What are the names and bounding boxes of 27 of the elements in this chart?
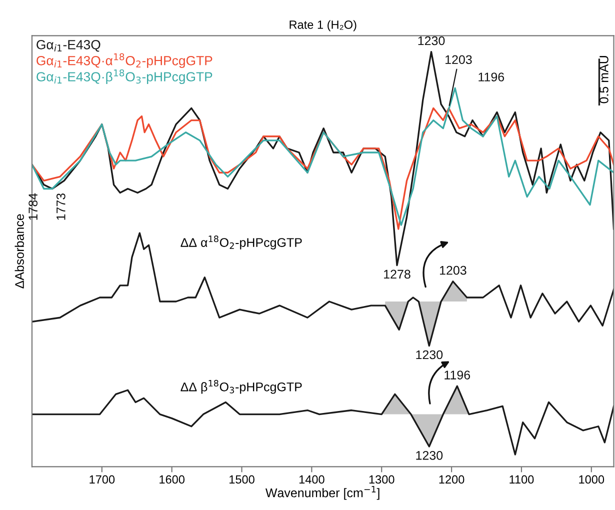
x-tick-label: 1600	[160, 475, 185, 484]
x-tick-label: 1100	[510, 475, 534, 484]
x-tick-label: 1200	[439, 475, 464, 484]
annotation: 1203	[446, 55, 472, 64]
annotation: ΔΔ α$^{18}$O$_{2}$-pHPcgGTP	[180, 236, 302, 250]
chart-title: Rate 1 (H₂O)	[290, 20, 356, 32]
annotation: 1773	[56, 193, 66, 220]
x-tick-label: 1500	[230, 475, 254, 484]
annotation: 1203	[440, 266, 466, 275]
text: Gα$_{i1}$-E43Q·β$^{18}$O$_{3}$-pHPcgGTP	[36, 69, 212, 84]
annotation: ΔΔ β$^{18}$O$_{3}$-pHPcgGTP	[180, 380, 302, 394]
x-tick-label: 1000	[579, 475, 604, 484]
x-tick-label: 1300	[369, 475, 394, 484]
text: Gα$_{i1}$-E43Q	[36, 40, 100, 52]
annotation: 1230	[416, 451, 443, 460]
annotation: 0.5 mAU	[600, 56, 608, 104]
annotation: 1230	[418, 36, 445, 46]
text: Gα$_{i1}$-E43Q·α$^{18}$O$_{2}$-pHPcgGTP	[36, 53, 212, 68]
annotation: 1278	[384, 270, 410, 279]
annotation: 1196	[478, 72, 504, 82]
y-axis-title: ΔAbsorbance	[14, 214, 24, 288]
annotation: 1230	[416, 350, 443, 360]
x-axis-title: Wavenumber [cm$^{−1}$]	[265, 486, 380, 500]
annotation: 1784	[28, 193, 38, 220]
x-tick-label: 1400	[299, 475, 324, 484]
x-tick-label: 1700	[90, 475, 115, 484]
annotation: 1196	[444, 370, 470, 380]
